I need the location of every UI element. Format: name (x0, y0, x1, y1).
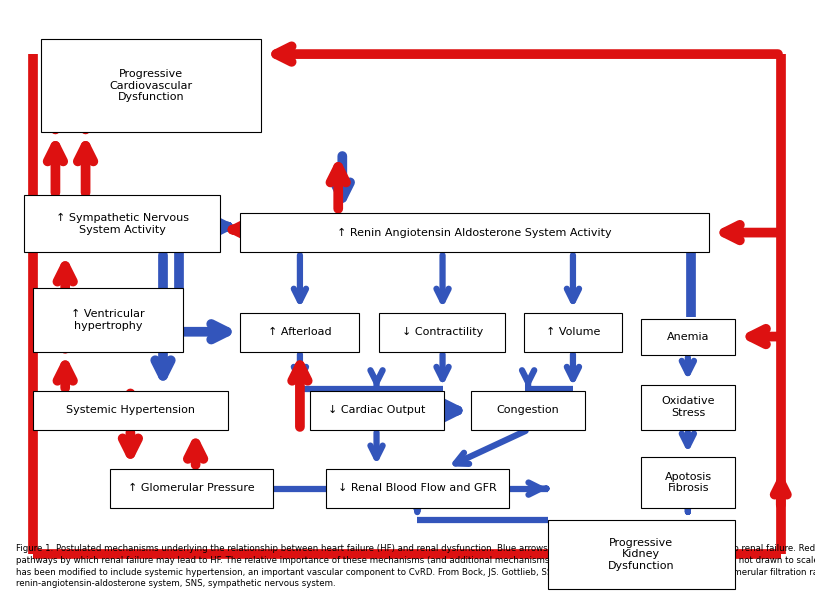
Text: ↓ Cardiac Output: ↓ Cardiac Output (328, 405, 425, 415)
Text: Progressive
Kidney
Dysfunction: Progressive Kidney Dysfunction (608, 538, 675, 571)
Text: ↓ Renal Blood Flow and GFR: ↓ Renal Blood Flow and GFR (338, 483, 497, 493)
FancyBboxPatch shape (326, 469, 509, 508)
Text: Congestion: Congestion (497, 405, 559, 415)
FancyBboxPatch shape (24, 195, 220, 252)
Text: ↑ Volume: ↑ Volume (546, 327, 600, 337)
Text: Oxidative
Stress: Oxidative Stress (662, 397, 715, 418)
Text: Progressive
Cardiovascular
Dysfunction: Progressive Cardiovascular Dysfunction (109, 69, 192, 102)
Text: Anemia: Anemia (667, 332, 710, 341)
FancyBboxPatch shape (41, 39, 261, 132)
FancyBboxPatch shape (240, 313, 359, 352)
FancyBboxPatch shape (641, 385, 735, 430)
FancyBboxPatch shape (33, 288, 183, 352)
FancyBboxPatch shape (240, 213, 709, 252)
Text: ↑ Renin Angiotensin Aldosterone System Activity: ↑ Renin Angiotensin Aldosterone System A… (337, 228, 612, 238)
FancyBboxPatch shape (379, 313, 505, 352)
Text: ↓ Contractility: ↓ Contractility (402, 327, 482, 337)
Text: ↑ Sympathetic Nervous
System Activity: ↑ Sympathetic Nervous System Activity (55, 213, 189, 235)
FancyBboxPatch shape (33, 391, 228, 430)
FancyBboxPatch shape (110, 469, 273, 508)
Text: Figure 1. Postulated mechanisms underlying the relationship between heart failur: Figure 1. Postulated mechanisms underlyi… (16, 544, 815, 588)
Text: ↑ Afterload: ↑ Afterload (267, 327, 332, 337)
Text: Systemic Hypertension: Systemic Hypertension (66, 405, 195, 415)
FancyBboxPatch shape (471, 391, 585, 430)
FancyBboxPatch shape (548, 520, 735, 589)
FancyBboxPatch shape (641, 319, 735, 355)
Text: ↑ Glomerular Pressure: ↑ Glomerular Pressure (128, 483, 255, 493)
Text: ↑ Ventricular
hypertrophy: ↑ Ventricular hypertrophy (71, 310, 145, 331)
FancyBboxPatch shape (310, 391, 444, 430)
FancyBboxPatch shape (524, 313, 622, 352)
Text: Apotosis
Fibrosis: Apotosis Fibrosis (665, 472, 711, 493)
FancyBboxPatch shape (641, 457, 735, 508)
